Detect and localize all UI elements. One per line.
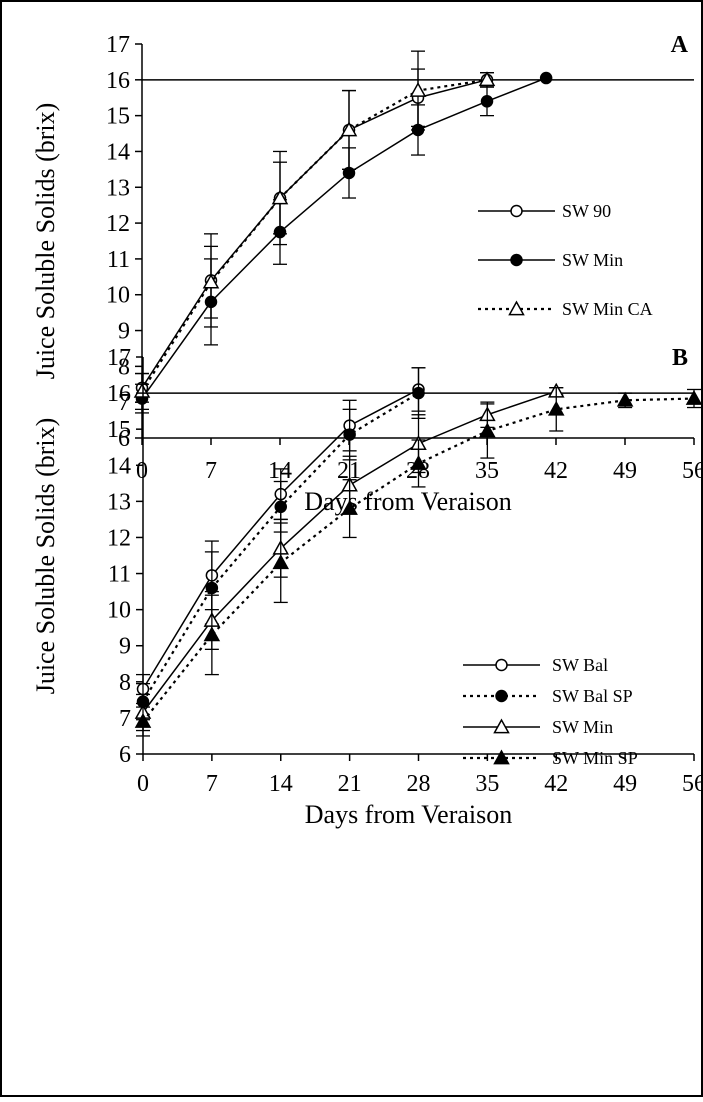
y-tick-label: 12 xyxy=(107,525,131,551)
legend-entry: SW Min SP xyxy=(463,748,638,768)
y-tick-label: 6 xyxy=(119,742,131,768)
data-point xyxy=(480,95,494,108)
legend-marker xyxy=(493,749,510,765)
y-tick-label: 14 xyxy=(106,139,130,165)
x-tick-label: 35 xyxy=(475,458,499,484)
data-point xyxy=(343,428,356,441)
legend-label: SW 90 xyxy=(562,201,611,221)
data-point xyxy=(274,500,287,514)
y-tick-label: 8 xyxy=(119,670,131,696)
legend-entry: SW Bal xyxy=(463,655,608,675)
legend-entry: SW Min xyxy=(463,717,613,737)
x-tick-label: 14 xyxy=(269,771,293,797)
y-axis-title: Juice Soluble Solids (brix) xyxy=(31,418,60,695)
data-point xyxy=(478,71,496,87)
x-tick-label: 0 xyxy=(137,771,149,797)
data-point xyxy=(539,71,553,85)
x-axis-title: Days from Veraison xyxy=(304,487,511,516)
y-tick-label: 10 xyxy=(106,283,130,309)
y-tick-label: 11 xyxy=(108,562,131,588)
legend-label: SW Min xyxy=(552,717,613,737)
series-line xyxy=(141,78,488,393)
y-tick-label: 15 xyxy=(107,417,131,443)
y-tick-label: 13 xyxy=(106,175,130,201)
y-tick-label: 9 xyxy=(118,319,130,345)
x-tick-label: 49 xyxy=(613,458,637,484)
y-tick-label: 7 xyxy=(119,706,131,732)
panel-label: A xyxy=(671,32,689,58)
legend-label: SW Min xyxy=(562,250,623,270)
y-tick-label: 9 xyxy=(119,634,131,660)
legend-entry: SW 90 xyxy=(478,201,611,221)
data-point xyxy=(341,500,358,515)
legend-label: SW Min CA xyxy=(562,299,653,319)
y-tick-label: 11 xyxy=(107,247,130,273)
legend-entry: SW Min xyxy=(478,250,623,270)
legend-marker xyxy=(510,253,523,267)
data-point xyxy=(134,712,152,728)
x-tick-label: 21 xyxy=(338,771,362,797)
x-tick-label: 56 xyxy=(682,771,703,797)
y-tick-label: 13 xyxy=(107,489,131,515)
x-tick-label: 35 xyxy=(475,771,499,797)
data-point xyxy=(547,400,565,416)
legend-marker xyxy=(495,658,508,672)
x-tick-label: 7 xyxy=(205,458,217,484)
series-sw-min-sp xyxy=(134,387,703,737)
y-tick-label: 12 xyxy=(106,211,130,237)
data-point xyxy=(272,554,290,570)
data-point xyxy=(685,389,703,405)
x-tick-label: 42 xyxy=(544,771,568,797)
data-point xyxy=(409,82,427,97)
y-tick-label: 10 xyxy=(107,598,131,624)
y-tick-label: 6 xyxy=(118,426,130,452)
legend-marker xyxy=(510,204,523,218)
x-tick-label: 28 xyxy=(407,771,431,797)
series-sw-min-ca xyxy=(133,50,496,410)
series-line xyxy=(141,79,488,389)
x-tick-label: 0 xyxy=(136,458,148,484)
data-point xyxy=(412,386,425,400)
data-point xyxy=(410,454,427,470)
y-tick-label: 7 xyxy=(118,390,130,416)
y-tick-label: 17 xyxy=(106,32,130,58)
data-point xyxy=(202,273,220,289)
x-tick-label: 49 xyxy=(613,771,637,797)
panel-label: B xyxy=(672,345,688,371)
data-point xyxy=(271,189,289,205)
legend-label: SW Bal SP xyxy=(552,686,633,706)
y-tick-label: 14 xyxy=(107,453,131,479)
y-tick-label: 8 xyxy=(118,354,130,380)
data-point xyxy=(203,626,221,642)
chart-panel-b: 6 7 8 9 10 11 12 13 14 15 16 17 0 7 14 21 28 35 42 49 56 Days… xyxy=(31,345,703,829)
legend-marker xyxy=(508,300,525,316)
x-axis-title: Days from Veraison xyxy=(305,800,512,829)
x-tick-label: 42 xyxy=(544,458,568,484)
x-tick-label: 7 xyxy=(206,771,218,797)
legend-label: SW Min SP xyxy=(552,748,638,768)
x-tick-label: 14 xyxy=(268,458,292,484)
y-tick-label: 16 xyxy=(106,68,130,94)
y-tick-label: 16 xyxy=(107,381,131,407)
x-tick-label: 56 xyxy=(682,458,703,484)
legend-marker xyxy=(495,689,508,703)
y-tick-label: 17 xyxy=(107,345,131,371)
legend-entry: SW Bal SP xyxy=(463,686,633,706)
data-point xyxy=(479,422,496,438)
legend-label: SW Bal xyxy=(552,655,608,675)
data-point xyxy=(340,121,358,137)
data-point xyxy=(616,391,634,407)
y-axis-title: Juice Soluble Solids (brix) xyxy=(31,103,60,380)
legend-entry: SW Min CA xyxy=(478,299,653,319)
y-tick-label: 15 xyxy=(106,104,130,130)
data-point xyxy=(133,382,151,398)
legend-marker xyxy=(493,718,510,734)
